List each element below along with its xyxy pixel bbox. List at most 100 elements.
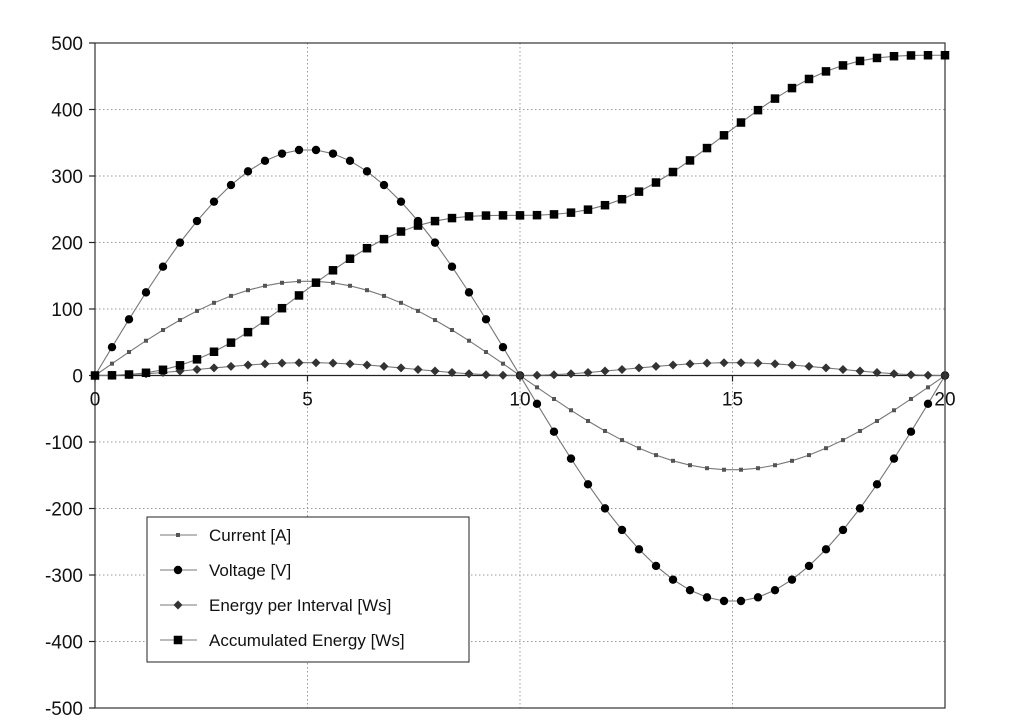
data-point-voltage-v [600,504,610,513]
legend-item-voltage-v: Voltage [V] [160,561,291,580]
data-point-voltage-v [821,545,831,554]
data-point-accumulated-energy-ws [294,291,304,300]
data-point-current-a [246,288,250,293]
data-point-current-a [484,350,488,355]
data-point-voltage-v [838,525,848,535]
data-point-voltage-v [617,525,627,535]
data-point-voltage-v [770,585,780,595]
data-point-accumulated-energy-ws [243,327,253,337]
data-point-current-a [416,308,420,313]
data-point-current-a [875,418,879,423]
data-point-energy-per-interval-ws [277,358,287,368]
data-point-energy-per-interval-ws [804,361,814,371]
data-point-accumulated-energy-ws [209,347,219,357]
data-point-current-a [637,446,641,451]
data-point-energy-per-interval-ws [566,369,576,379]
data-point-voltage-v [532,399,542,409]
data-point-energy-per-interval-ws [838,365,848,375]
legend-item-current-a: Current [A] [160,526,291,545]
legend-label: Energy per Interval [Ws] [209,596,391,615]
data-point-voltage-v [294,145,304,155]
data-point-voltage-v [651,561,661,571]
data-point-current-a [110,361,114,366]
data-point-current-a [892,408,896,413]
data-point-voltage-v [787,575,797,584]
data-point-current-a [297,279,301,284]
data-point-accumulated-energy-ws [413,221,423,230]
data-point-current-a [926,385,930,390]
data-point-energy-per-interval-ws [362,360,372,370]
data-point-current-a [365,288,369,293]
data-point-voltage-v [141,288,151,297]
data-point-voltage-v [158,262,168,271]
y-tick-label: 400 [51,101,83,122]
data-point-accumulated-energy-ws [889,51,899,61]
y-tick-label: -200 [45,500,83,521]
data-point-accumulated-energy-ws [345,254,355,263]
data-point-current-a [773,463,777,468]
x-tick-label: 10 [509,390,530,411]
data-point-current-a [756,466,760,471]
data-point-accumulated-energy-ws [872,53,882,63]
legend-label: Accumulated Energy [Ws] [209,631,405,650]
data-point-energy-per-interval-ws [753,358,763,368]
data-point-current-a [909,396,913,401]
data-point-current-a [705,466,709,471]
data-point-voltage-v [549,427,559,436]
data-point-voltage-v [906,427,916,436]
data-point-accumulated-energy-ws [396,227,406,236]
data-point-voltage-v [430,238,440,247]
data-point-accumulated-energy-ws [566,208,576,217]
y-tick-label: -100 [45,433,83,454]
legend-label: Voltage [V] [209,561,291,580]
data-point-energy-per-interval-ws [447,368,457,378]
data-point-current-a [399,300,403,305]
data-point-current-a [501,361,505,366]
data-point-energy-per-interval-ws [872,368,882,378]
data-point-voltage-v [209,197,219,206]
data-point-accumulated-energy-ws [668,167,678,177]
data-point-accumulated-energy-ws [736,118,746,127]
data-point-energy-per-interval-ws [430,366,440,376]
data-point-accumulated-energy-ws [787,83,797,93]
legend-box [146,516,470,663]
y-tick-label: 0 [72,367,83,388]
data-point-energy-per-interval-ws [651,361,661,371]
data-point-accumulated-energy-ws [906,51,916,60]
data-point-energy-per-interval-ws [702,358,712,368]
data-point-energy-per-interval-ws [345,359,355,369]
data-point-accumulated-energy-ws [226,338,236,347]
data-point-current-a [603,428,607,433]
data-point-current-a [739,467,743,472]
data-point-voltage-v [328,149,338,158]
data-point-accumulated-energy-ws [311,278,321,287]
data-point-energy-per-interval-ws [855,366,865,376]
data-point-energy-per-interval-ws [413,365,423,375]
data-point-voltage-v [855,504,865,513]
data-point-voltage-v [345,156,355,166]
y-tick-label: -300 [45,566,83,587]
y-tick-label: 100 [51,300,83,321]
data-point-accumulated-energy-ws [838,61,848,70]
data-point-voltage-v [804,561,814,571]
data-point-accumulated-energy-ws [685,156,695,165]
data-point-accumulated-energy-ws [430,216,440,226]
data-point-energy-per-interval-ws [379,361,389,371]
data-point-accumulated-energy-ws [770,94,780,103]
legend-label: Current [A] [209,526,291,545]
data-point-voltage-v [124,315,134,324]
data-point-accumulated-energy-ws [515,211,525,220]
data-point-current-a [671,458,675,463]
data-point-accumulated-energy-ws [940,50,950,60]
y-tick-label: -500 [45,699,83,720]
data-point-voltage-v [260,156,270,166]
data-point-current-a [654,453,658,458]
data-point-accumulated-energy-ws [532,210,542,220]
data-point-energy-per-interval-ws [685,359,695,369]
data-point-accumulated-energy-ws [277,303,287,313]
data-point-current-a [212,300,216,305]
legend-item-accumulated-energy-ws: Accumulated Energy [Ws] [160,631,405,650]
y-tick-label: 200 [51,234,83,255]
data-point-voltage-v [396,197,406,206]
